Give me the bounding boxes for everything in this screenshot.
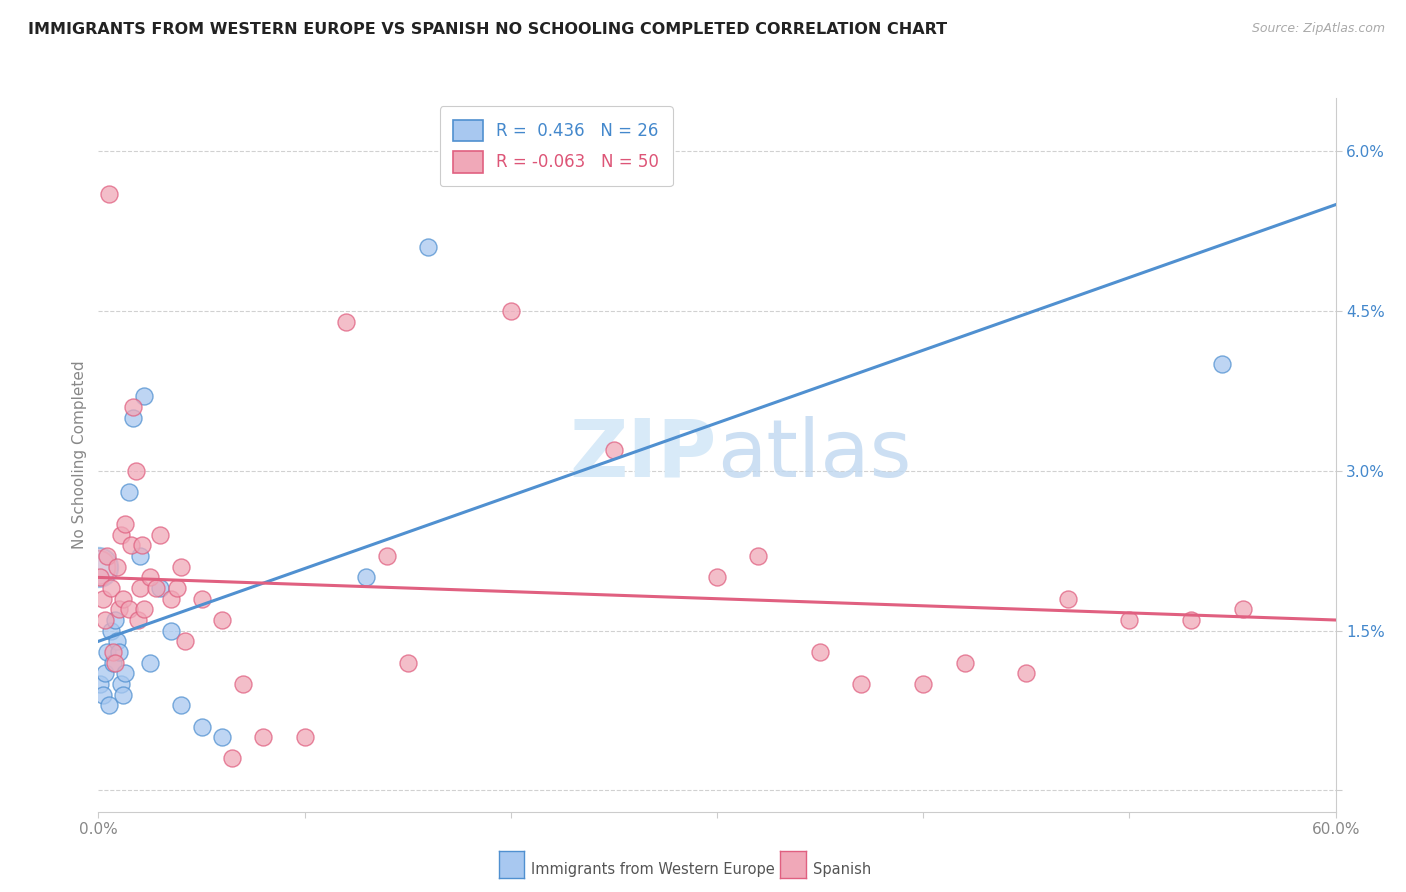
Point	[120, 538, 142, 552]
Point	[127, 613, 149, 627]
Text: ZIP: ZIP	[569, 416, 717, 494]
Point	[1232, 602, 1254, 616]
Point	[170, 559, 193, 574]
Point	[149, 581, 172, 595]
Point	[396, 656, 419, 670]
Text: Spanish: Spanish	[813, 863, 870, 877]
Point	[211, 730, 233, 744]
Point	[1015, 666, 1038, 681]
Point	[603, 442, 626, 457]
Point	[149, 528, 172, 542]
Point	[132, 389, 155, 403]
Point	[101, 645, 124, 659]
Point	[499, 304, 522, 318]
Point	[91, 591, 114, 606]
Point	[87, 559, 110, 574]
Point	[118, 602, 141, 616]
Point	[97, 698, 120, 713]
Point	[104, 613, 127, 627]
Point	[89, 677, 111, 691]
Point	[159, 624, 181, 638]
Point	[110, 677, 132, 691]
Point	[294, 730, 316, 744]
Point	[93, 666, 115, 681]
Text: Source: ZipAtlas.com: Source: ZipAtlas.com	[1251, 22, 1385, 36]
Point	[170, 698, 193, 713]
Point	[747, 549, 769, 563]
Point	[96, 549, 118, 563]
Point	[101, 656, 124, 670]
Point	[96, 645, 118, 659]
Point	[105, 559, 128, 574]
Point	[1180, 613, 1202, 627]
Point	[132, 602, 155, 616]
Point	[706, 570, 728, 584]
Point	[139, 656, 162, 670]
Point	[190, 719, 212, 733]
Point	[912, 677, 935, 691]
Point	[128, 549, 150, 563]
Point	[252, 730, 274, 744]
Point	[91, 688, 114, 702]
Point	[1056, 591, 1078, 606]
Point	[118, 485, 141, 500]
Point	[418, 240, 440, 254]
Point	[100, 624, 122, 638]
Point	[1118, 613, 1140, 627]
Point	[335, 315, 357, 329]
Point	[128, 581, 150, 595]
Point	[114, 666, 136, 681]
Point	[356, 570, 378, 584]
Point	[190, 591, 212, 606]
Legend: R =  0.436   N = 26, R = -0.063   N = 50: R = 0.436 N = 26, R = -0.063 N = 50	[440, 106, 672, 186]
Point	[851, 677, 873, 691]
Point	[122, 400, 145, 414]
Point	[232, 677, 254, 691]
Point	[100, 581, 122, 595]
Point	[112, 591, 135, 606]
Point	[89, 570, 111, 584]
Point	[112, 688, 135, 702]
Text: atlas: atlas	[717, 416, 911, 494]
Point	[375, 549, 398, 563]
Point	[108, 602, 131, 616]
Point	[139, 570, 162, 584]
Point	[221, 751, 243, 765]
Point	[808, 645, 831, 659]
Point	[124, 464, 146, 478]
Point	[87, 559, 110, 574]
Point	[97, 186, 120, 201]
Point	[104, 656, 127, 670]
Point	[159, 591, 181, 606]
Point	[114, 517, 136, 532]
Point	[174, 634, 197, 648]
Point	[166, 581, 188, 595]
Point	[145, 581, 167, 595]
Point	[211, 613, 233, 627]
Point	[105, 634, 128, 648]
Text: IMMIGRANTS FROM WESTERN EUROPE VS SPANISH NO SCHOOLING COMPLETED CORRELATION CHA: IMMIGRANTS FROM WESTERN EUROPE VS SPANIS…	[28, 22, 948, 37]
Point	[122, 410, 145, 425]
Point	[953, 656, 976, 670]
Point	[93, 613, 115, 627]
Point	[131, 538, 153, 552]
Point	[110, 528, 132, 542]
Text: Immigrants from Western Europe: Immigrants from Western Europe	[531, 863, 775, 877]
Point	[108, 645, 131, 659]
Point	[1211, 358, 1233, 372]
Y-axis label: No Schooling Completed: No Schooling Completed	[72, 360, 87, 549]
